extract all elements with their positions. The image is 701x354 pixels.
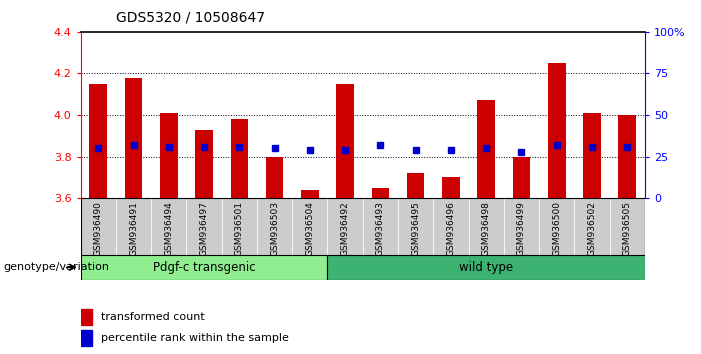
Text: percentile rank within the sample: percentile rank within the sample (101, 333, 289, 343)
Text: GSM936501: GSM936501 (235, 201, 244, 256)
Text: GSM936502: GSM936502 (587, 201, 597, 256)
Bar (81, 198, 116, 255)
Bar (574, 198, 610, 255)
Text: GSM936498: GSM936498 (482, 201, 491, 256)
Text: GSM936500: GSM936500 (552, 201, 562, 256)
Bar (151, 198, 186, 255)
Bar (90, 84, 107, 198)
Bar (257, 198, 292, 255)
Bar (610, 198, 645, 255)
Bar (468, 198, 504, 255)
Text: wild type: wild type (459, 261, 513, 274)
Bar (433, 198, 468, 255)
Text: GSM936495: GSM936495 (411, 201, 420, 256)
Text: GSM936492: GSM936492 (341, 201, 350, 256)
Text: GSM936496: GSM936496 (447, 201, 456, 256)
Bar (327, 255, 645, 280)
Bar (160, 113, 177, 198)
Bar (398, 198, 433, 255)
Bar (222, 198, 257, 255)
Text: GDS5320 / 10508647: GDS5320 / 10508647 (116, 11, 265, 25)
Bar (231, 119, 248, 198)
Bar (81, 255, 327, 280)
Text: GSM936505: GSM936505 (622, 201, 632, 256)
Bar (548, 63, 566, 198)
Bar (512, 157, 530, 198)
Text: transformed count: transformed count (101, 312, 205, 322)
Text: Pdgf-c transgenic: Pdgf-c transgenic (153, 261, 255, 274)
Text: GSM936504: GSM936504 (306, 201, 314, 256)
Bar (442, 177, 460, 198)
Bar (336, 84, 354, 198)
Bar (618, 115, 636, 198)
Bar (539, 198, 574, 255)
Bar (292, 198, 327, 255)
Text: GSM936493: GSM936493 (376, 201, 385, 256)
Bar (116, 198, 151, 255)
Bar (81, 330, 93, 346)
Bar (125, 78, 142, 198)
Bar (327, 198, 363, 255)
Bar (477, 101, 495, 198)
Bar (81, 309, 93, 325)
Bar (186, 198, 222, 255)
Text: GSM936494: GSM936494 (164, 201, 173, 256)
Text: genotype/variation: genotype/variation (4, 262, 109, 272)
Bar (504, 198, 539, 255)
Bar (196, 130, 213, 198)
Text: GSM936503: GSM936503 (270, 201, 279, 256)
Bar (266, 157, 283, 198)
Bar (407, 173, 425, 198)
Bar (583, 113, 601, 198)
Bar (372, 188, 389, 198)
Text: GSM936497: GSM936497 (200, 201, 209, 256)
Bar (301, 190, 319, 198)
Bar (363, 198, 398, 255)
Text: GSM936490: GSM936490 (94, 201, 103, 256)
Text: GSM936499: GSM936499 (517, 201, 526, 256)
Text: GSM936491: GSM936491 (129, 201, 138, 256)
